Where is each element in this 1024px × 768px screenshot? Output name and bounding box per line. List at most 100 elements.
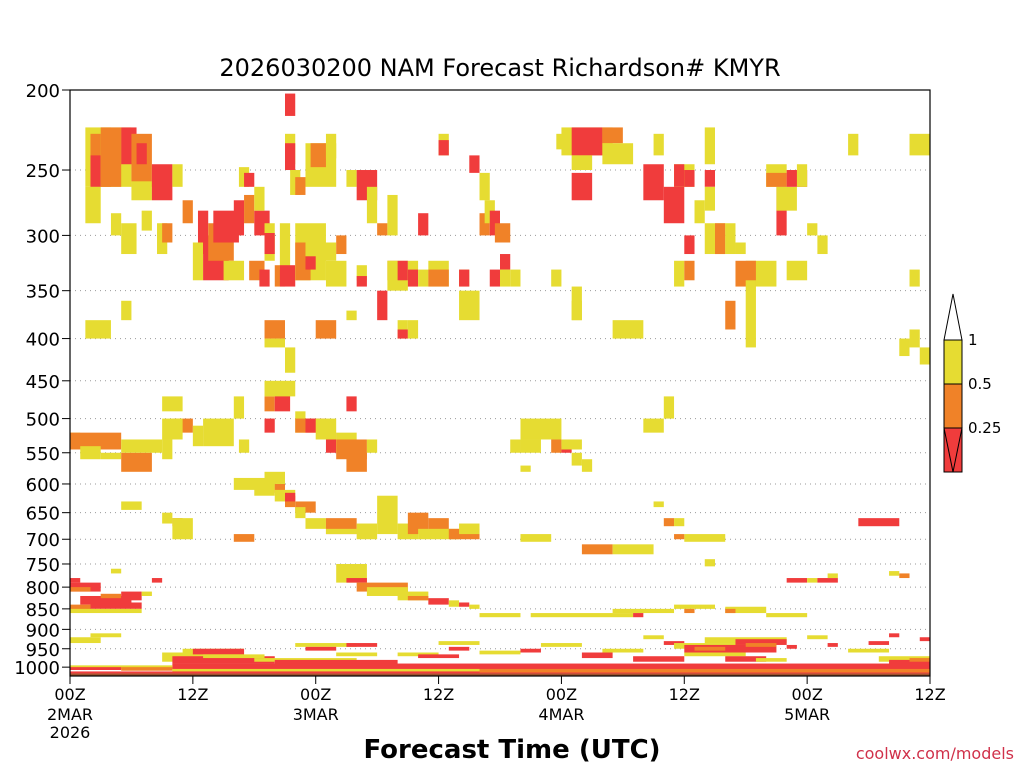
data-cell bbox=[848, 133, 859, 156]
data-cell bbox=[489, 210, 500, 236]
data-cell bbox=[397, 652, 439, 657]
data-cell bbox=[264, 396, 275, 412]
data-cell bbox=[80, 446, 101, 460]
data-cell bbox=[745, 280, 756, 348]
data-cell bbox=[346, 452, 367, 472]
data-cell bbox=[520, 465, 531, 472]
data-cell bbox=[418, 213, 429, 236]
data-cell bbox=[346, 578, 367, 583]
x-tick-label: 12Z bbox=[914, 685, 945, 704]
data-cell bbox=[162, 396, 183, 412]
data-cell bbox=[663, 641, 685, 645]
data-cell bbox=[766, 172, 787, 187]
data-cell bbox=[356, 276, 367, 287]
data-cell bbox=[500, 254, 511, 270]
data-cell bbox=[653, 133, 664, 156]
data-cell bbox=[285, 143, 296, 171]
x-tick-label: 00Z bbox=[791, 685, 822, 704]
data-cell bbox=[571, 452, 582, 466]
data-cell bbox=[80, 595, 132, 605]
data-cell bbox=[203, 654, 265, 659]
data-cell bbox=[684, 608, 695, 614]
data-cell bbox=[725, 300, 736, 330]
data-cell bbox=[438, 641, 480, 645]
data-cell bbox=[817, 578, 838, 583]
data-cell bbox=[377, 495, 398, 535]
data-cell bbox=[674, 518, 685, 527]
y-tick-label: 650 bbox=[26, 504, 60, 525]
data-cell bbox=[459, 602, 470, 607]
y-tick-label: 900 bbox=[26, 620, 60, 641]
data-cell bbox=[786, 644, 797, 649]
data-cell bbox=[684, 534, 726, 542]
y-tick-label: 400 bbox=[26, 330, 60, 351]
data-cell bbox=[520, 439, 541, 453]
data-cell bbox=[70, 665, 173, 669]
data-cell bbox=[279, 223, 291, 270]
data-cell bbox=[684, 260, 695, 281]
data-cell bbox=[325, 133, 337, 159]
data-cell bbox=[295, 643, 357, 647]
data-cell bbox=[510, 269, 521, 287]
data-cell bbox=[172, 164, 183, 187]
x-tick-date: 2MAR bbox=[47, 705, 93, 724]
data-cell bbox=[674, 260, 685, 287]
data-cell bbox=[346, 643, 378, 647]
data-cell bbox=[766, 613, 808, 618]
data-cell bbox=[602, 143, 634, 165]
legend-level-label: 1 bbox=[968, 331, 978, 349]
data-cell bbox=[510, 439, 521, 453]
data-cell bbox=[70, 587, 91, 592]
y-axis: 200 250 300 350 400 450 500 550 600 650 700 7508008… bbox=[14, 81, 70, 679]
legend-level-label: 0.5 bbox=[968, 375, 992, 393]
credit-link[interactable]: coolwx.com/models bbox=[855, 744, 1014, 763]
data-cell bbox=[817, 235, 828, 255]
data-cell bbox=[520, 418, 562, 440]
data-cell bbox=[796, 164, 808, 187]
data-cell bbox=[366, 439, 378, 453]
y-tick-label: 350 bbox=[26, 282, 60, 303]
data-cell bbox=[500, 269, 511, 287]
data-cell bbox=[530, 613, 634, 618]
y-tick-label: 750 bbox=[26, 555, 60, 576]
data-cell bbox=[310, 143, 326, 168]
data-cell bbox=[264, 380, 296, 397]
legend-swatch bbox=[943, 383, 963, 429]
data-cell bbox=[663, 186, 685, 224]
data-cell bbox=[254, 658, 357, 662]
y-tick-label: 950 bbox=[26, 640, 60, 661]
data-cell bbox=[704, 127, 715, 165]
data-cell bbox=[151, 164, 173, 201]
data-cell bbox=[848, 648, 890, 653]
data-cell bbox=[909, 133, 930, 156]
data-cell bbox=[786, 578, 808, 583]
data-cell bbox=[407, 269, 419, 287]
data-cell bbox=[366, 587, 408, 596]
data-cell bbox=[387, 194, 398, 236]
data-cell bbox=[100, 452, 122, 460]
y-tick-label: 800 bbox=[26, 578, 60, 599]
y-tick-label: 550 bbox=[26, 444, 60, 465]
data-cell bbox=[223, 260, 245, 281]
data-cell bbox=[325, 528, 367, 535]
data-cell bbox=[346, 310, 357, 321]
data-cell bbox=[397, 329, 408, 339]
data-cell bbox=[653, 501, 664, 508]
data-cell bbox=[418, 654, 460, 659]
data-cell bbox=[70, 582, 101, 592]
data-cell bbox=[755, 658, 787, 662]
data-cell bbox=[551, 439, 562, 453]
data-cell bbox=[233, 534, 255, 542]
data-cell bbox=[305, 518, 326, 529]
plot-frame bbox=[69, 89, 931, 677]
data-cell bbox=[663, 396, 675, 419]
data-cell bbox=[397, 260, 408, 281]
data-cell bbox=[70, 604, 91, 611]
data-cell bbox=[643, 164, 664, 201]
legend: 1 0.5 0.25 bbox=[943, 293, 1001, 473]
data-cell bbox=[85, 186, 101, 224]
data-cell bbox=[192, 425, 204, 447]
data-cell bbox=[110, 213, 122, 236]
data-cell bbox=[633, 613, 644, 618]
data-cell bbox=[264, 320, 285, 339]
